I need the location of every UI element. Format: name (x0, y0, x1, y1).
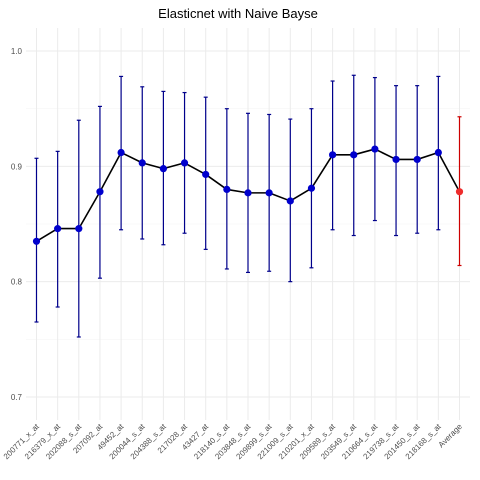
data-point (434, 148, 442, 157)
data-point (117, 148, 125, 157)
data-point (138, 159, 146, 167)
data-point (244, 189, 252, 197)
y-tick-label: 1.0 (11, 47, 23, 56)
data-points (32, 145, 464, 245)
data-point (307, 184, 316, 192)
y-tick-label: 0.8 (11, 278, 23, 287)
data-point (413, 155, 421, 164)
data-point (75, 225, 83, 233)
data-point (223, 185, 231, 194)
data-point (159, 165, 167, 173)
data-point (54, 225, 62, 233)
data-point (96, 188, 104, 196)
average-point (455, 188, 464, 196)
y-axis: 0.7 0.8 0.9 1.0 (11, 47, 23, 402)
data-point (202, 170, 210, 179)
data-point (329, 151, 337, 159)
x-tick-label: Average (437, 422, 465, 450)
y-tick-label: 0.9 (11, 162, 23, 171)
data-point (286, 197, 294, 205)
data-point (32, 237, 41, 245)
data-point (392, 155, 400, 164)
error-bars (34, 74, 462, 338)
data-point (180, 159, 189, 167)
data-point (265, 189, 273, 197)
chart-title: Elasticnet with Naive Bayse (158, 6, 318, 21)
data-point (350, 151, 358, 159)
x-axis: 200771_x_at216379_x_at202088_s_at207092_… (2, 422, 464, 462)
data-point (371, 145, 379, 153)
y-tick-label: 0.7 (11, 393, 23, 402)
